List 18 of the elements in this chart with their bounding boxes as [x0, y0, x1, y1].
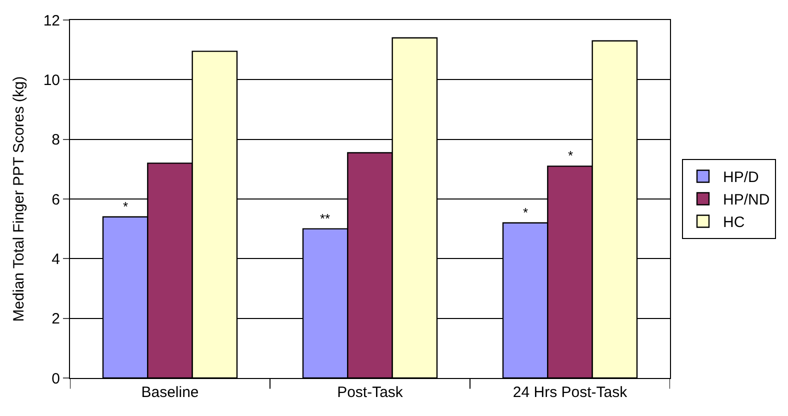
annotation: * [523, 205, 528, 220]
y-tick-label: 10 [43, 72, 60, 89]
legend-label: HP/D [723, 169, 760, 186]
y-tick-label: 4 [52, 250, 60, 268]
annotation: * [123, 199, 128, 214]
y-tick-label: 8 [52, 132, 60, 149]
x-tick-label: 24 Hrs Post-Task [512, 384, 628, 401]
x-tick-label: Baseline [141, 384, 199, 401]
legend-label: HP/ND [723, 192, 770, 209]
y-tick-label: 0 [52, 370, 60, 388]
annotation: ** [320, 211, 330, 226]
y-axis-title: Median Total Finger PPT Scores (kg) [10, 76, 28, 322]
x-tick-label: Post-Task [337, 384, 404, 401]
legend-label: HC [723, 214, 745, 232]
y-tick-label: 6 [52, 191, 60, 208]
annotation: * [568, 148, 574, 163]
y-tick-label: 2 [52, 310, 60, 328]
y-tick-label: 12 [43, 12, 60, 30]
